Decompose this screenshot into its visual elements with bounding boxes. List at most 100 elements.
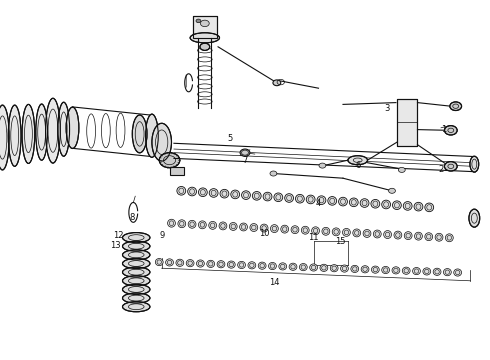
Bar [397, 99, 417, 146]
Ellipse shape [343, 229, 350, 236]
Ellipse shape [176, 259, 184, 266]
Ellipse shape [22, 104, 35, 163]
Ellipse shape [198, 188, 207, 197]
Ellipse shape [207, 260, 215, 267]
Ellipse shape [122, 302, 150, 312]
Ellipse shape [198, 221, 206, 229]
Ellipse shape [152, 123, 172, 161]
Ellipse shape [200, 43, 210, 50]
Circle shape [240, 149, 250, 156]
Ellipse shape [348, 156, 368, 165]
Ellipse shape [371, 199, 380, 208]
Ellipse shape [132, 115, 147, 153]
Ellipse shape [122, 267, 150, 277]
Ellipse shape [351, 265, 359, 273]
Ellipse shape [299, 264, 307, 271]
Ellipse shape [58, 102, 70, 156]
Text: 13: 13 [110, 241, 121, 250]
Ellipse shape [469, 209, 480, 227]
Ellipse shape [188, 187, 196, 196]
Ellipse shape [415, 232, 422, 240]
Ellipse shape [186, 260, 194, 267]
Ellipse shape [122, 250, 150, 260]
Ellipse shape [404, 232, 412, 240]
Ellipse shape [310, 264, 318, 271]
Ellipse shape [227, 261, 235, 268]
Ellipse shape [209, 221, 217, 229]
Text: 3: 3 [385, 104, 390, 112]
Circle shape [319, 163, 326, 168]
Ellipse shape [382, 266, 390, 274]
Ellipse shape [445, 234, 453, 242]
Text: 5: 5 [228, 134, 233, 143]
Ellipse shape [306, 195, 315, 204]
Ellipse shape [361, 266, 369, 273]
Ellipse shape [433, 268, 441, 275]
Ellipse shape [122, 276, 150, 286]
Text: 10: 10 [259, 230, 270, 239]
Ellipse shape [371, 266, 379, 273]
Ellipse shape [320, 264, 328, 271]
Ellipse shape [155, 258, 163, 266]
Ellipse shape [413, 267, 420, 275]
Ellipse shape [178, 220, 186, 228]
Ellipse shape [382, 200, 391, 209]
Ellipse shape [190, 33, 220, 43]
Text: 4: 4 [316, 199, 321, 208]
Ellipse shape [425, 233, 433, 240]
Ellipse shape [394, 231, 402, 239]
Text: 15: 15 [335, 237, 346, 246]
Ellipse shape [260, 224, 268, 232]
Bar [193, 16, 217, 38]
Ellipse shape [270, 225, 278, 233]
Ellipse shape [263, 192, 272, 201]
Ellipse shape [279, 263, 287, 270]
Ellipse shape [328, 197, 337, 205]
Circle shape [273, 80, 281, 86]
Text: 11: 11 [308, 233, 319, 242]
Ellipse shape [349, 198, 358, 207]
Circle shape [270, 171, 277, 176]
Text: 7: 7 [243, 156, 247, 165]
Ellipse shape [301, 226, 309, 234]
Ellipse shape [269, 262, 276, 270]
Ellipse shape [66, 107, 79, 149]
Ellipse shape [289, 263, 297, 270]
Ellipse shape [122, 284, 150, 294]
Ellipse shape [250, 224, 258, 231]
Ellipse shape [166, 259, 173, 266]
Ellipse shape [0, 105, 9, 170]
Ellipse shape [423, 268, 431, 275]
Text: 6: 6 [355, 161, 360, 170]
Ellipse shape [238, 261, 245, 269]
Text: 12: 12 [113, 231, 124, 240]
Text: 2: 2 [439, 165, 443, 174]
Text: 14: 14 [269, 278, 280, 287]
Bar [397, 99, 417, 146]
Ellipse shape [402, 267, 410, 274]
Ellipse shape [146, 114, 158, 157]
Ellipse shape [168, 219, 175, 227]
Circle shape [444, 162, 457, 171]
Ellipse shape [36, 104, 48, 160]
Circle shape [444, 126, 457, 135]
Ellipse shape [231, 190, 240, 199]
Ellipse shape [454, 269, 462, 276]
Ellipse shape [392, 201, 401, 210]
Ellipse shape [229, 222, 237, 230]
Ellipse shape [285, 194, 294, 202]
Bar [170, 167, 184, 175]
Ellipse shape [322, 228, 330, 235]
Ellipse shape [384, 230, 392, 238]
Ellipse shape [403, 202, 412, 210]
Ellipse shape [219, 222, 227, 230]
Ellipse shape [240, 223, 247, 231]
Ellipse shape [443, 269, 451, 276]
Ellipse shape [258, 262, 266, 269]
Ellipse shape [220, 189, 229, 198]
Circle shape [398, 167, 405, 172]
Ellipse shape [353, 229, 361, 237]
Circle shape [196, 19, 201, 23]
Text: 9: 9 [159, 231, 164, 240]
Ellipse shape [200, 20, 209, 27]
